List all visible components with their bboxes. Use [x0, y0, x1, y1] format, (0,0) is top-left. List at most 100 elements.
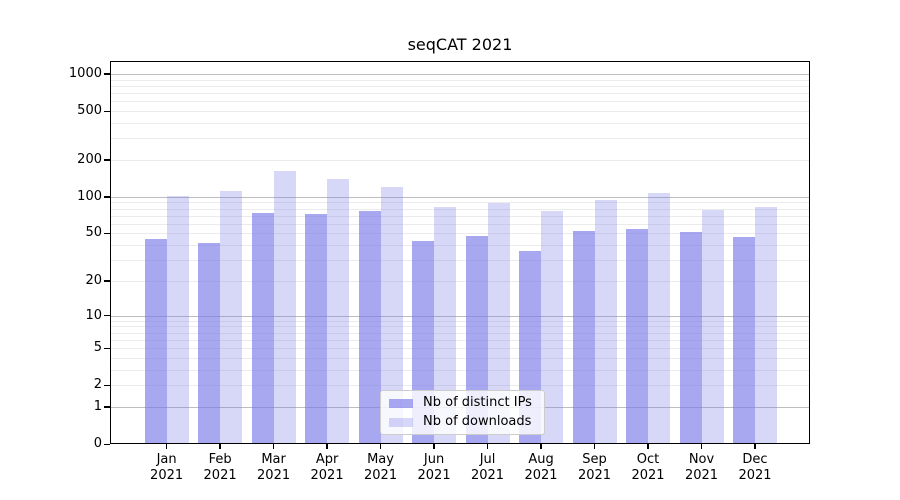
y-axis-tick-label: 1000	[68, 65, 102, 81]
plot-area	[110, 61, 810, 444]
legend-label-distinct-ips: Nb of distinct IPs	[423, 395, 532, 410]
chart-title: seqCAT 2021	[407, 35, 513, 54]
gridline-minor	[110, 85, 810, 87]
bar-distinct-ips-mar	[251, 213, 274, 444]
x-axis-tick	[486, 444, 489, 449]
y-axis-tick-label: 200	[77, 151, 102, 167]
x-axis-tick	[754, 444, 756, 449]
bar-distinct-ips-nov	[679, 232, 702, 444]
y-axis-tick-label: 500	[77, 103, 102, 119]
bar-downloads-apr	[327, 178, 350, 444]
gridline-minor	[110, 101, 810, 103]
y-axis-tick	[104, 232, 110, 235]
x-axis-tick-label: Apr 2021	[310, 452, 344, 483]
y-axis-tick-label: 2	[93, 377, 102, 393]
x-axis-tick	[272, 444, 275, 449]
gridline-minor	[110, 320, 810, 322]
gridline-minor	[110, 223, 810, 225]
gridline-minor	[110, 202, 810, 204]
gridline-minor	[110, 385, 810, 387]
gridline-minor	[110, 369, 810, 371]
bar-distinct-ips-jan	[144, 238, 167, 444]
gridline-minor	[110, 138, 810, 140]
gridline-minor	[110, 339, 810, 341]
bar-downloads-nov	[701, 209, 724, 444]
bar-distinct-ips-dec	[732, 236, 755, 444]
bar-distinct-ips-apr	[305, 214, 328, 444]
legend-label-downloads: Nb of downloads	[423, 414, 532, 429]
x-axis-tick-label: Mar 2021	[257, 452, 291, 483]
y-axis-tick-label: 10	[85, 307, 102, 323]
gridline-minor	[110, 280, 810, 282]
gridline-minor	[110, 208, 810, 210]
bar-downloads-feb	[220, 190, 243, 444]
gridline-minor	[110, 215, 810, 217]
gridline-major	[110, 196, 810, 198]
y-axis-tick	[104, 280, 110, 282]
x-axis-tick-label: Feb 2021	[203, 452, 237, 483]
legend-swatch-distinct-ips	[389, 398, 413, 408]
x-axis-tick-label: Nov 2021	[684, 452, 719, 483]
legend: Nb of distinct IPs Nb of downloads	[380, 390, 545, 435]
bar-downloads-aug	[541, 211, 564, 444]
x-axis-tick-label: Aug 2021	[524, 452, 558, 483]
bar-downloads-dec	[754, 207, 777, 444]
y-axis-tick-label: 20	[85, 272, 102, 288]
y-axis-tick	[104, 347, 110, 349]
gridline-minor	[110, 260, 810, 262]
x-axis-tick-label: Jan 2021	[150, 452, 184, 483]
gridline-minor	[110, 122, 810, 124]
gridline-minor	[110, 159, 810, 161]
bar-downloads-jan	[166, 196, 189, 444]
x-axis-tick-label: Sep 2021	[577, 452, 612, 483]
bar-downloads-mar	[273, 170, 296, 444]
y-axis-tick	[104, 315, 110, 317]
legend-swatch-downloads	[389, 417, 413, 427]
x-axis-tick-label: Jul 2021	[470, 452, 505, 483]
legend-item-distinct-ips: Nb of distinct IPs	[389, 395, 544, 411]
x-axis-tick-label: May 2021	[364, 452, 398, 483]
bar-distinct-ips-feb	[198, 242, 221, 444]
bar-distinct-ips-may	[358, 211, 381, 444]
bar-downloads-jul	[487, 203, 510, 444]
x-axis-tick-label: Oct 2021	[631, 452, 665, 483]
x-axis-tick-label: Jun 2021	[417, 452, 451, 483]
x-axis-tick	[219, 444, 221, 449]
y-axis-tick	[104, 406, 110, 408]
y-axis-tick	[104, 384, 110, 386]
bar-distinct-ips-oct	[626, 229, 648, 444]
gridline-minor	[110, 93, 810, 95]
gridline-minor	[110, 245, 810, 247]
x-axis-tick-label: Dec 2021	[738, 452, 772, 483]
bar-downloads-jun	[434, 207, 457, 444]
bar-downloads-may	[380, 186, 403, 444]
legend-item-downloads: Nb of downloads	[389, 414, 544, 430]
gridline-minor	[110, 79, 810, 81]
x-axis-tick	[433, 444, 435, 449]
y-axis-tick	[104, 73, 110, 75]
y-axis-tick	[104, 159, 110, 161]
y-axis-tick	[104, 196, 110, 198]
gridline-minor	[110, 233, 810, 235]
x-axis-tick	[647, 444, 649, 449]
gridline-minor	[110, 348, 810, 350]
gridline-major	[110, 73, 810, 75]
bar-distinct-ips-sep	[572, 231, 595, 444]
x-axis-tick	[540, 444, 542, 449]
bar-downloads-sep	[594, 199, 617, 444]
y-axis-tick-label: 100	[77, 188, 102, 204]
bar-downloads-oct	[648, 192, 670, 444]
gridline-major	[110, 315, 810, 317]
y-axis-tick	[104, 110, 110, 112]
x-axis-tick	[166, 444, 168, 449]
y-axis-tick-label: 5	[93, 340, 102, 356]
y-axis-tick-label: 0	[93, 436, 102, 451]
y-axis-tick	[104, 443, 110, 445]
x-axis-tick	[593, 444, 596, 449]
x-axis-tick	[379, 444, 382, 449]
gridline-minor	[110, 111, 810, 113]
y-axis-tick-label: 50	[85, 225, 102, 241]
y-axis-tick-label: 1	[93, 398, 102, 414]
gridline-minor	[110, 332, 810, 334]
